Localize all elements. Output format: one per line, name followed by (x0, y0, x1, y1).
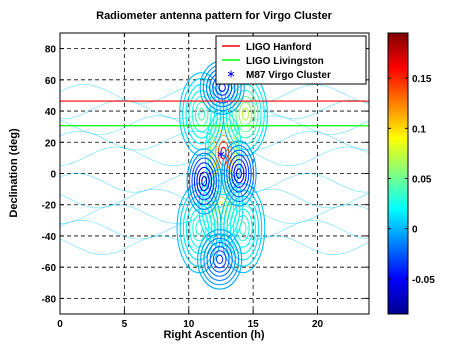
colorbar-tick-label: -0.05 (412, 275, 435, 286)
legend-item: LIGO Livingston (222, 56, 324, 67)
legend-label: M87 Virgo Cluster (246, 70, 331, 81)
y-axis-label: Declination (deg) (8, 128, 20, 218)
contour-ring (236, 168, 242, 179)
colorbar-tick-label: 0.15 (412, 74, 432, 85)
contour-ring (228, 154, 250, 193)
y-tick-label: 60 (45, 76, 57, 87)
x-tick-label: 20 (312, 319, 324, 330)
colorbar-tick-label: 0 (412, 225, 418, 236)
contour-ring (186, 148, 222, 215)
contour-ring (192, 214, 206, 242)
x-tick-label: 10 (183, 319, 195, 330)
contour-ring (198, 171, 210, 192)
chart-title: Radiometer antenna pattern for Virgo Clu… (96, 10, 332, 22)
colorbar-axis: -0.05 0 0.05 0.1 0.15 (388, 74, 435, 286)
contour-ring (197, 107, 206, 121)
y-tick-label: 0 (50, 170, 56, 181)
contour-ring (200, 233, 240, 286)
contour-field (60, 60, 369, 290)
colorbar-tick-label: 0.05 (412, 175, 432, 186)
contour-ring (223, 144, 255, 203)
y-tick-label: -20 (42, 201, 57, 212)
contour-ring (232, 208, 253, 248)
axes: 0 5 10 15 20 -80 -60 -40 -20 0 20 40 60 80 (42, 33, 369, 330)
contour-ring (233, 163, 245, 184)
contour-ring (235, 214, 250, 242)
contour-ring (221, 140, 257, 207)
contour-ring (193, 162, 215, 201)
legend: LIGO Hanford LIGO Livingston M87 Virgo Clu… (215, 35, 367, 85)
contour-ring (191, 157, 217, 206)
contour-ring (226, 195, 260, 261)
series-layer (60, 100, 369, 158)
y-tick-label: -80 (42, 294, 57, 305)
contour-ring (232, 89, 259, 139)
legend-box (215, 35, 367, 85)
colorbar (387, 32, 409, 315)
contour-ring (188, 89, 215, 139)
legend-item: M87 Virgo Cluster (227, 70, 331, 81)
contour-ring (212, 250, 227, 269)
series-point (217, 150, 225, 158)
contour-ring (239, 221, 247, 236)
contour-ring (203, 237, 236, 282)
contour-ring (196, 166, 213, 196)
legend-label: LIGO Livingston (246, 56, 324, 67)
colorbar-tick-label: 0.1 (412, 124, 426, 135)
x-tick-label: 5 (122, 319, 128, 330)
y-tick-label: 80 (45, 45, 57, 56)
y-tick-label: 20 (45, 138, 57, 149)
contour-ring (215, 134, 232, 172)
legend-item: LIGO Hanford (222, 42, 312, 53)
contour-ring (229, 202, 256, 255)
contour-ring (241, 107, 250, 121)
x-tick-label: 0 (57, 319, 63, 330)
contour-ring (226, 149, 252, 198)
contour-ring (188, 152, 220, 210)
contour-ring (235, 95, 256, 133)
contour-ring (209, 246, 230, 273)
y-tick-label: 40 (45, 107, 57, 118)
legend-label: LIGO Hanford (246, 42, 312, 53)
contour-ring (206, 241, 233, 277)
contour-ring (201, 176, 208, 187)
contour-ring (231, 158, 247, 189)
x-axis-label: Right Ascention (h) (163, 329, 264, 341)
contour-wave (60, 115, 369, 135)
contour-wave (60, 146, 369, 167)
contour-ring (197, 229, 243, 290)
y-tick-label: -40 (42, 232, 57, 243)
contour-ring (215, 254, 224, 265)
contour-ring (217, 201, 225, 214)
contour-ring (195, 221, 203, 236)
y-tick-label: -60 (42, 263, 57, 274)
x-tick-label: 15 (248, 319, 260, 330)
contour-ring (220, 183, 266, 274)
